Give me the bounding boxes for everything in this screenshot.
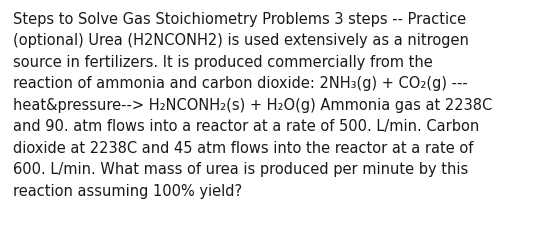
Text: source in fertilizers. It is produced commercially from the: source in fertilizers. It is produced co…	[13, 55, 433, 70]
Text: dioxide at 2238C and 45 atm flows into the reactor at a rate of: dioxide at 2238C and 45 atm flows into t…	[13, 140, 473, 155]
Text: heat&pressure--> H₂NCONH₂(s) + H₂O(g) Ammonia gas at 2238C: heat&pressure--> H₂NCONH₂(s) + H₂O(g) Am…	[13, 98, 492, 112]
Text: and 90. atm flows into a reactor at a rate of 500. L/min. Carbon: and 90. atm flows into a reactor at a ra…	[13, 119, 479, 134]
Text: reaction assuming 100% yield?: reaction assuming 100% yield?	[13, 183, 242, 198]
Text: Steps to Solve Gas Stoichiometry Problems 3 steps -- Practice: Steps to Solve Gas Stoichiometry Problem…	[13, 12, 466, 27]
Text: reaction of ammonia and carbon dioxide: 2NH₃(g) + CO₂(g) ---: reaction of ammonia and carbon dioxide: …	[13, 76, 468, 91]
Text: (optional) Urea (H2NCONH2) is used extensively as a nitrogen: (optional) Urea (H2NCONH2) is used exten…	[13, 33, 469, 48]
Text: 600. L/min. What mass of urea is produced per minute by this: 600. L/min. What mass of urea is produce…	[13, 162, 468, 177]
